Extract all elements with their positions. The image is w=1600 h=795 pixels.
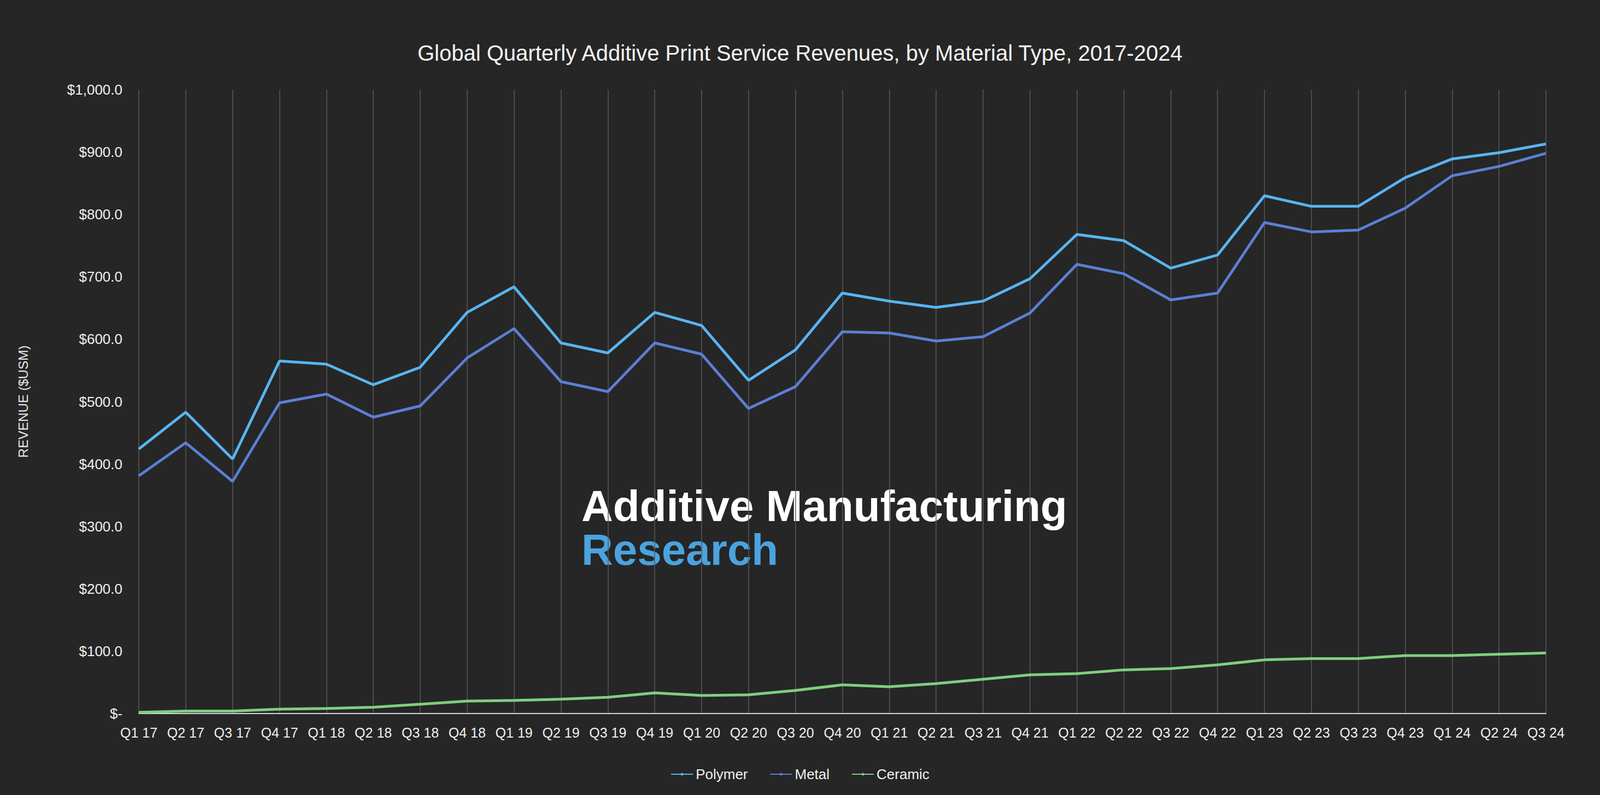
svg-text:Metal: Metal [794, 765, 830, 782]
svg-text:Q1 21: Q1 21 [870, 724, 908, 740]
svg-text:Ceramic: Ceramic [876, 765, 930, 782]
svg-text:Q4 23: Q4 23 [1386, 724, 1424, 740]
svg-text:Q3 18: Q3 18 [401, 724, 439, 740]
svg-text:Q1 18: Q1 18 [307, 724, 345, 740]
svg-text:Q3 17: Q3 17 [214, 724, 252, 740]
svg-text:$500.0: $500.0 [78, 393, 123, 410]
svg-text:$1,000.0: $1,000.0 [67, 81, 123, 98]
svg-text:Q2 19: Q2 19 [542, 724, 580, 740]
svg-text:Q1 20: Q1 20 [683, 724, 721, 740]
svg-text:Q4 22: Q4 22 [1198, 724, 1237, 740]
svg-text:Q3 22: Q3 22 [1151, 724, 1190, 740]
svg-text:$200.0: $200.0 [78, 580, 123, 597]
svg-text:$400.0: $400.0 [78, 455, 123, 473]
svg-text:Q2 18: Q2 18 [354, 724, 392, 740]
svg-text:Q3 20: Q3 20 [777, 724, 815, 740]
svg-text:$700.0: $700.0 [78, 268, 123, 285]
svg-text:Q1 22: Q1 22 [1058, 724, 1096, 740]
svg-text:Q2 24: Q2 24 [1480, 724, 1518, 740]
svg-text:Q4 17: Q4 17 [260, 724, 298, 740]
svg-text:Q3 21: Q3 21 [964, 724, 1002, 740]
svg-text:Q1 17: Q1 17 [120, 724, 158, 740]
svg-text:Q4 21: Q4 21 [1011, 724, 1049, 740]
svg-text:Q1 23: Q1 23 [1245, 724, 1284, 740]
svg-text:$900.0: $900.0 [78, 143, 123, 161]
svg-text:Research: Research [581, 524, 779, 574]
svg-text:Q2 23: Q2 23 [1292, 724, 1331, 740]
svg-text:Q1 24: Q1 24 [1433, 724, 1471, 740]
svg-text:Q3 24: Q3 24 [1527, 724, 1565, 740]
svg-text:REVENUE ($USM): REVENUE ($USM) [15, 345, 31, 458]
svg-text:Polymer: Polymer [695, 765, 749, 782]
svg-text:$100.0: $100.0 [78, 642, 123, 660]
svg-text:Q4 18: Q4 18 [448, 724, 486, 740]
svg-text:Q2 21: Q2 21 [917, 724, 955, 740]
svg-text:Q2 17: Q2 17 [167, 724, 205, 740]
svg-text:Q3 19: Q3 19 [589, 724, 627, 740]
svg-text:Q4 20: Q4 20 [823, 724, 861, 740]
svg-text:$300.0: $300.0 [78, 518, 123, 535]
svg-text:Q2 22: Q2 22 [1104, 724, 1143, 740]
svg-text:$600.0: $600.0 [78, 330, 123, 347]
svg-text:Global Quarterly Additive Prin: Global Quarterly Additive Print Service … [417, 40, 1183, 66]
svg-text:$-: $- [109, 704, 123, 722]
svg-text:Q3 23: Q3 23 [1339, 724, 1378, 740]
svg-text:$800.0: $800.0 [78, 206, 123, 223]
svg-text:Q4 19: Q4 19 [636, 724, 674, 740]
svg-text:Q1 19: Q1 19 [495, 724, 533, 740]
svg-text:Additive Manufacturing: Additive Manufacturing [581, 481, 1068, 530]
svg-text:Q2 20: Q2 20 [730, 724, 768, 740]
